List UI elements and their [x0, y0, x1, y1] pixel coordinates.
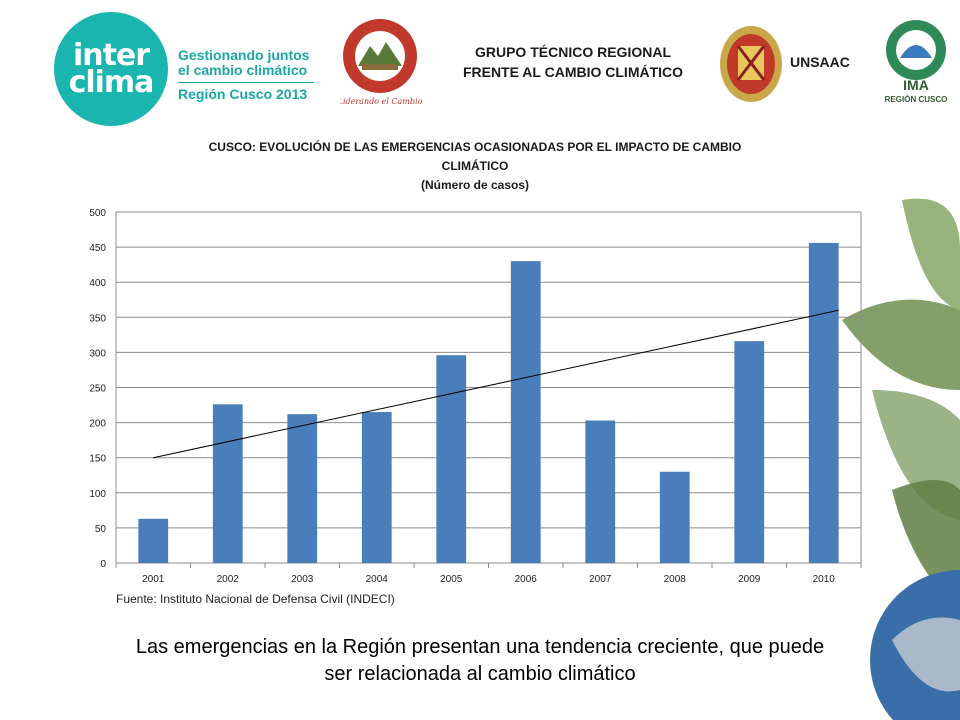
y-tick-label: 100: [89, 489, 106, 500]
bar: [510, 261, 541, 563]
trendline: [153, 309, 839, 459]
ima-logo-icon: IMA REGIÓN CUSCO: [885, 20, 948, 104]
y-tick-label: 0: [100, 559, 106, 570]
x-tick-label: 2003: [291, 574, 314, 585]
gobierno-motto: Liderando el Cambio: [340, 97, 423, 106]
y-tick-label: 350: [89, 313, 106, 324]
y-tick-label: 450: [89, 243, 106, 254]
gobierno-regional-seal-icon: Liderando el Cambio: [340, 19, 423, 106]
logo-tagline-1: Gestionando juntos: [178, 47, 310, 63]
logo-region: Región Cusco 2013: [178, 86, 308, 102]
chart-subtitle: (Número de casos): [420, 178, 530, 192]
y-tick-label: 250: [89, 384, 106, 395]
x-tick-label: 2001: [142, 574, 165, 585]
y-tick-label: 50: [95, 524, 107, 535]
bar: [436, 355, 467, 563]
bar: [659, 471, 690, 563]
x-tick-label: 2005: [440, 574, 463, 585]
x-tick-label: 2002: [217, 574, 240, 585]
labels-layer: 0 50 100 150 200 250 300 350 400 450 500 2001 2002 20…: [89, 208, 835, 585]
caption: Las emergencias en la Región presentan u…: [40, 634, 920, 688]
y-tick-label: 500: [89, 208, 106, 219]
x-tick-label: 2006: [515, 574, 538, 585]
bar: [585, 420, 616, 563]
bar: [287, 414, 318, 563]
unsaac-coat-of-arms-icon: [720, 26, 782, 102]
chart-title-line2: CLIMÁTICO: [441, 159, 509, 173]
y-tick-label: 150: [89, 454, 106, 465]
unsaac-label: UNSAAC: [790, 54, 850, 70]
bars-layer: [138, 242, 839, 563]
header-title-line1: GRUPO TÉCNICO REGIONAL: [474, 44, 671, 60]
logo-line2: clima: [68, 65, 155, 100]
trendline-layer: [153, 309, 839, 459]
caption-line2: ser relacionada al cambio climático: [324, 663, 636, 685]
logo-line1: inter: [72, 38, 150, 73]
header-title-line2: FRENTE AL CAMBIO CLIMÁTICO: [462, 64, 684, 80]
x-tick-label: 2010: [813, 574, 836, 585]
x-tick-label: 2008: [664, 574, 687, 585]
bar: [734, 341, 765, 563]
x-tick-label: 2007: [589, 574, 612, 585]
y-tick-label: 200: [89, 419, 106, 430]
interclima-logo: inter clima: [54, 12, 168, 126]
chart-title-line1: CUSCO: EVOLUCIÓN DE LAS EMERGENCIAS OCAS…: [208, 140, 742, 154]
chart-title: CUSCO: EVOLUCIÓN DE LAS EMERGENCIAS OCAS…: [140, 138, 810, 195]
header-title: GRUPO TÉCNICO REGIONAL FRENTE AL CAMBIO …: [438, 42, 708, 82]
y-tick-label: 400: [89, 278, 106, 289]
source-note: Fuente: Instituto Nacional de Defensa Ci…: [116, 592, 395, 606]
logo-divider: [178, 82, 314, 83]
ima-label: IMA: [903, 77, 929, 93]
x-tick-label: 2004: [366, 574, 389, 585]
caption-line1: Las emergencias en la Región presentan u…: [135, 636, 825, 658]
bar: [808, 242, 839, 563]
bar: [212, 404, 243, 563]
ima-region: REGIÓN CUSCO: [885, 95, 948, 104]
bar: [138, 518, 169, 563]
interclima-tagline: Gestionando juntos el cambio climático R…: [178, 48, 318, 102]
bar: [361, 412, 392, 563]
y-tick-label: 300: [89, 348, 106, 359]
logo-tagline-2: el cambio climático: [178, 62, 308, 78]
nature-decor-icon: [842, 198, 960, 720]
x-tick-label: 2009: [738, 574, 761, 585]
